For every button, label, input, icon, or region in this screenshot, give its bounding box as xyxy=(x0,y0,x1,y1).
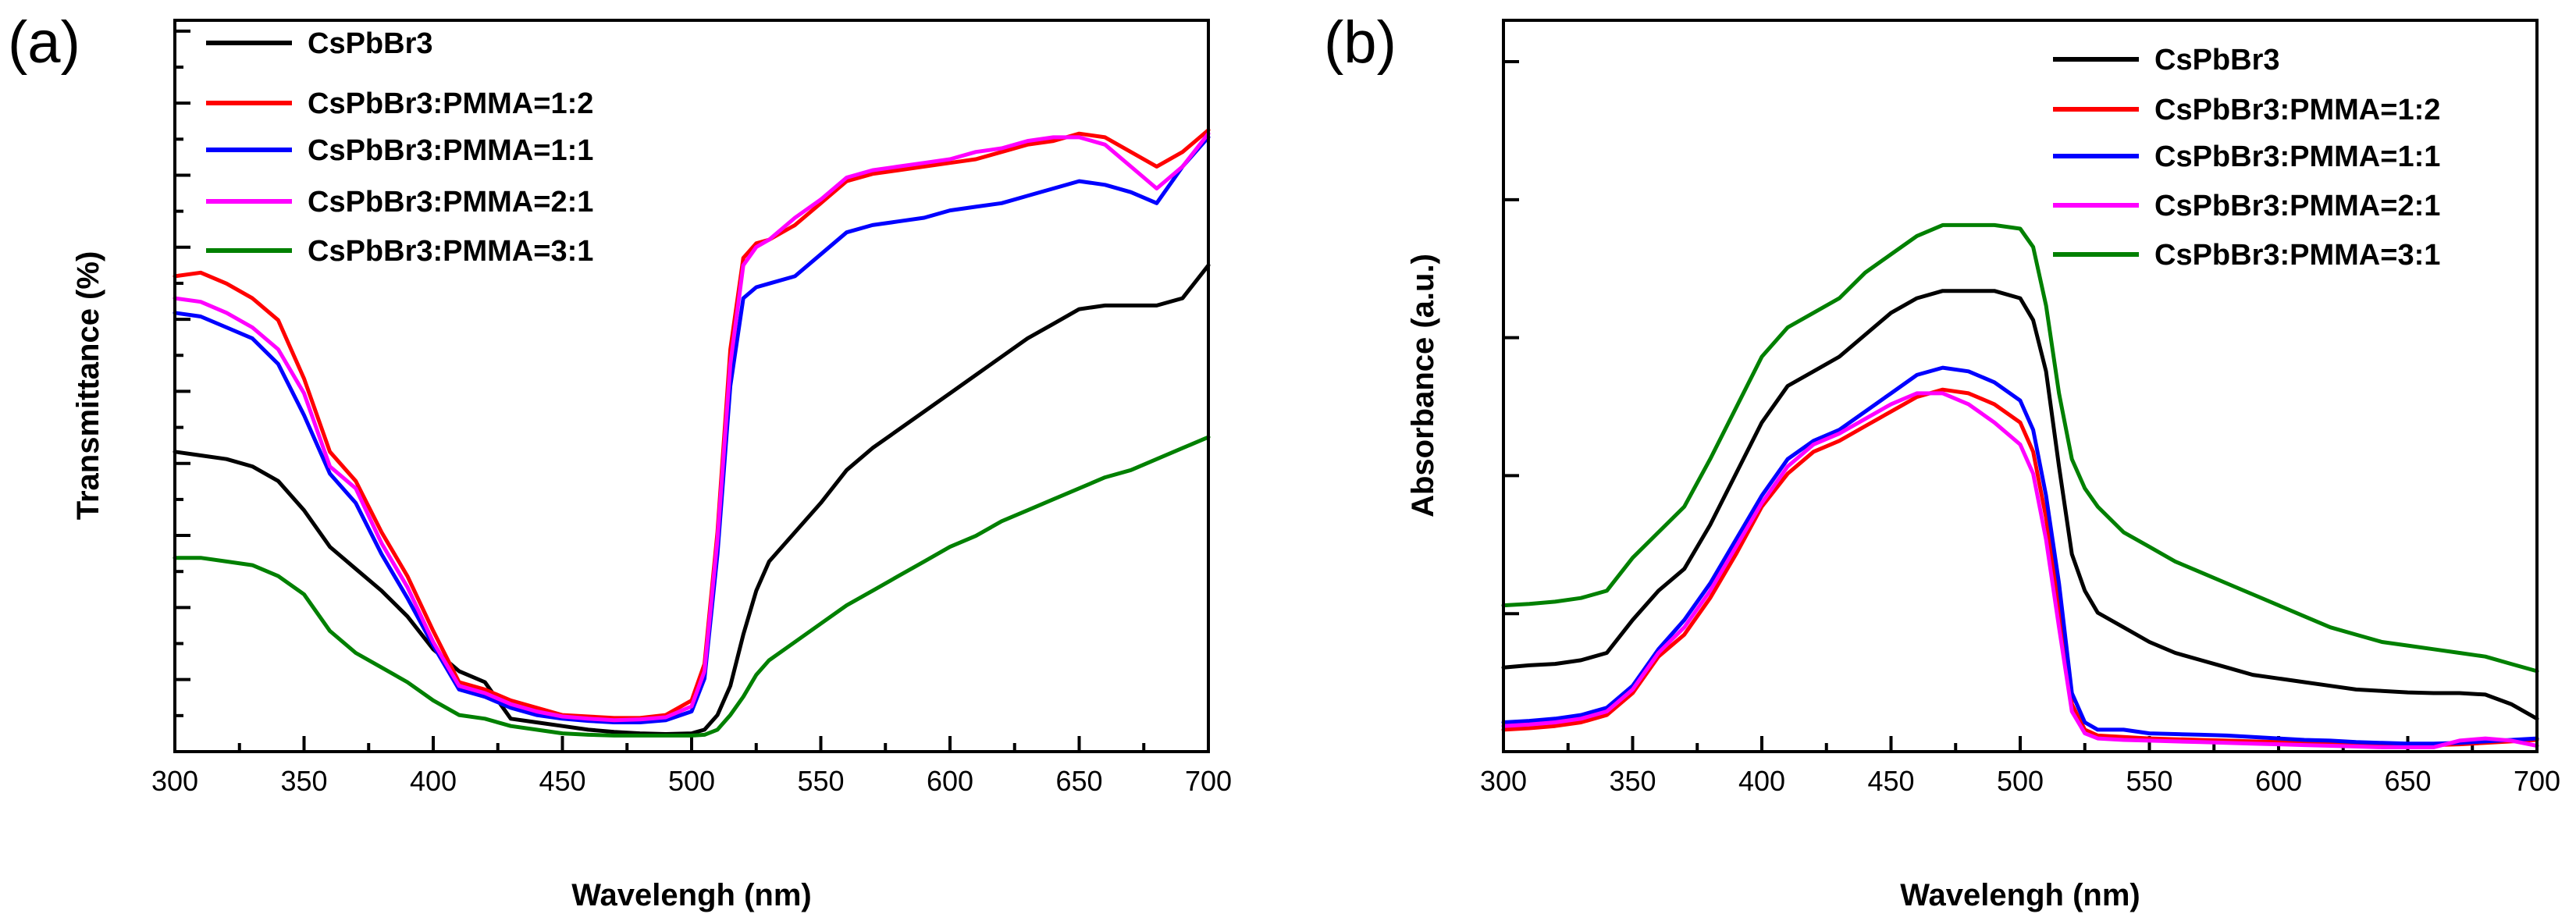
panel-b-plot-frame xyxy=(1502,19,2539,753)
legend-label-cspbbr3: CsPbBr3 xyxy=(2154,44,2280,76)
x-tick-label-600: 600 xyxy=(927,765,973,797)
x-tick-label-400: 400 xyxy=(410,765,457,797)
legend-label-pmma-1-2: CsPbBr3:PMMA=1:2 xyxy=(308,87,593,120)
series-line-3 xyxy=(173,131,1211,723)
series-line-1 xyxy=(1501,387,2539,748)
x-tick-label-500: 500 xyxy=(1997,765,2044,797)
x-tick-label-500: 500 xyxy=(668,765,715,797)
x-tick-label-650: 650 xyxy=(1055,765,1102,797)
legend-label-pmma-2-1: CsPbBr3:PMMA=2:1 xyxy=(308,186,593,219)
panel-b-x-axis-title: Wavelengh (nm) xyxy=(1900,878,2140,912)
panel-a-y-axis-title: Transmittance (%) xyxy=(71,251,105,521)
x-tick-label-550: 550 xyxy=(2126,765,2172,797)
x-tick-label-300: 300 xyxy=(151,765,198,797)
x-tick-label-700: 700 xyxy=(2514,765,2560,797)
x-tick-label-650: 650 xyxy=(2384,765,2431,797)
panel-b-legend: CsPbBr3 CsPbBr3:PMMA=1:2 CsPbBr3:PMMA=1:… xyxy=(2053,44,2440,272)
x-tick-label-600: 600 xyxy=(2255,765,2302,797)
x-tick-label-450: 450 xyxy=(1867,765,1914,797)
x-tick-label-700: 700 xyxy=(1185,765,1232,797)
x-tick-label-400: 400 xyxy=(1738,765,1785,797)
series-line-2 xyxy=(173,135,1211,724)
x-tick-label-450: 450 xyxy=(539,765,585,797)
panel-b-y-axis-title: Absorbance (a.u.) xyxy=(1406,254,1440,517)
series-line-0 xyxy=(173,263,1211,736)
panel-a-x-axis-title: Wavelengh (nm) xyxy=(571,878,811,912)
panel-a-ticks: 300 350 400 450 500 550 600 650 700 xyxy=(151,29,1232,797)
legend-label-pmma-3-1: CsPbBr3:PMMA=3:1 xyxy=(2154,239,2440,272)
series-line-4 xyxy=(173,435,1211,738)
series-line-2 xyxy=(1501,365,2539,746)
panel-b-label: (b) xyxy=(1324,9,1397,76)
panel-a: (a) 300 350 400 450 500 550 600 650 700 Waveleng… xyxy=(8,9,1232,912)
panel-a-series xyxy=(173,128,1211,738)
panel-a-label: (a) xyxy=(8,9,80,76)
legend-label-cspbbr3: CsPbBr3 xyxy=(308,27,433,60)
panel-b-series xyxy=(1501,222,2539,749)
legend-label-pmma-1-2: CsPbBr3:PMMA=1:2 xyxy=(2154,94,2440,126)
panel-b-ticks: 300 350 400 450 500 550 600 650 700 xyxy=(1480,60,2560,797)
legend-label-pmma-3-1: CsPbBr3:PMMA=3:1 xyxy=(308,235,593,268)
series-line-4 xyxy=(1501,222,2539,674)
legend-label-pmma-1-1: CsPbBr3:PMMA=1:1 xyxy=(308,134,593,167)
series-line-3 xyxy=(1501,391,2539,749)
legend-label-pmma-2-1: CsPbBr3:PMMA=2:1 xyxy=(2154,190,2440,222)
x-tick-label-300: 300 xyxy=(1480,765,1527,797)
legend-label-pmma-1-1: CsPbBr3:PMMA=1:1 xyxy=(2154,140,2440,173)
panel-b: (b) 300 350 400 450 500 550 600 650 700 Waveleng… xyxy=(1324,9,2560,912)
panel-a-legend: CsPbBr3 CsPbBr3:PMMA=1:2 CsPbBr3:PMMA=1:… xyxy=(206,27,593,268)
x-tick-label-550: 550 xyxy=(797,765,844,797)
x-tick-label-350: 350 xyxy=(1609,765,1656,797)
series-line-0 xyxy=(1501,289,2539,721)
panel-a-plot-frame xyxy=(173,19,1210,753)
x-tick-label-350: 350 xyxy=(280,765,327,797)
